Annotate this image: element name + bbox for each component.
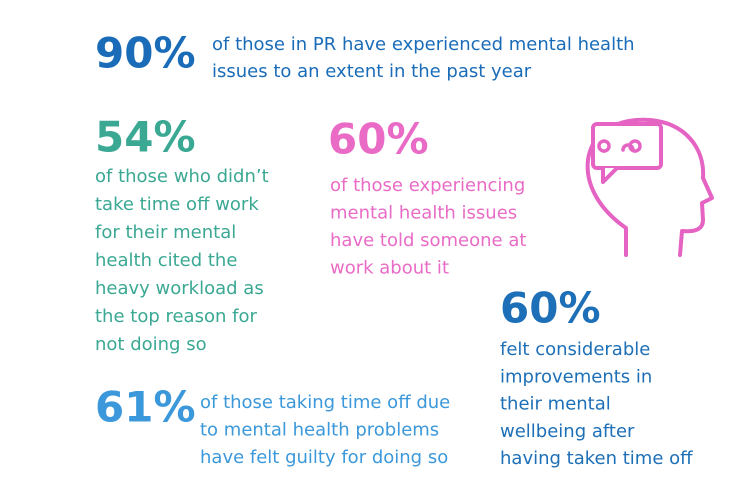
stat-description: having taken time off [500,448,693,469]
stat-description: their mental [500,394,611,415]
stat-description: felt considerable [500,339,650,360]
stat-description: issues to an extent in the past year [212,61,532,82]
stat-description: health cited the [95,250,237,271]
stat-value: 54% [95,113,196,162]
stat-value: 61% [95,383,196,432]
head-icon [585,117,714,257]
stat-description: improvements in [500,366,652,387]
stat-description: not doing so [95,334,207,355]
stat-description: for their mental [95,222,236,243]
stat-description: the top reason for [95,306,257,327]
stat-description: have felt guilty for doing so [200,447,448,468]
stat-description: to mental health problems [200,420,439,441]
stat-description: of those in PR have experienced mental h… [212,34,635,55]
stat-value: 60% [500,284,601,333]
stat-description: of those experiencing [330,175,525,196]
stat-description: heavy workload as [95,278,264,299]
stat-description: have told someone at [330,230,526,251]
stat-description: work about it [330,258,449,279]
stat-description: of those taking time off due [200,392,450,413]
stat-description: mental health issues [330,203,517,224]
stat-description: take time off work [95,194,259,215]
stat-description: of those who didn’t [95,166,269,187]
stat-description: wellbeing after [500,421,635,442]
stat-value: 90% [95,29,196,78]
stat-value: 60% [328,115,429,164]
